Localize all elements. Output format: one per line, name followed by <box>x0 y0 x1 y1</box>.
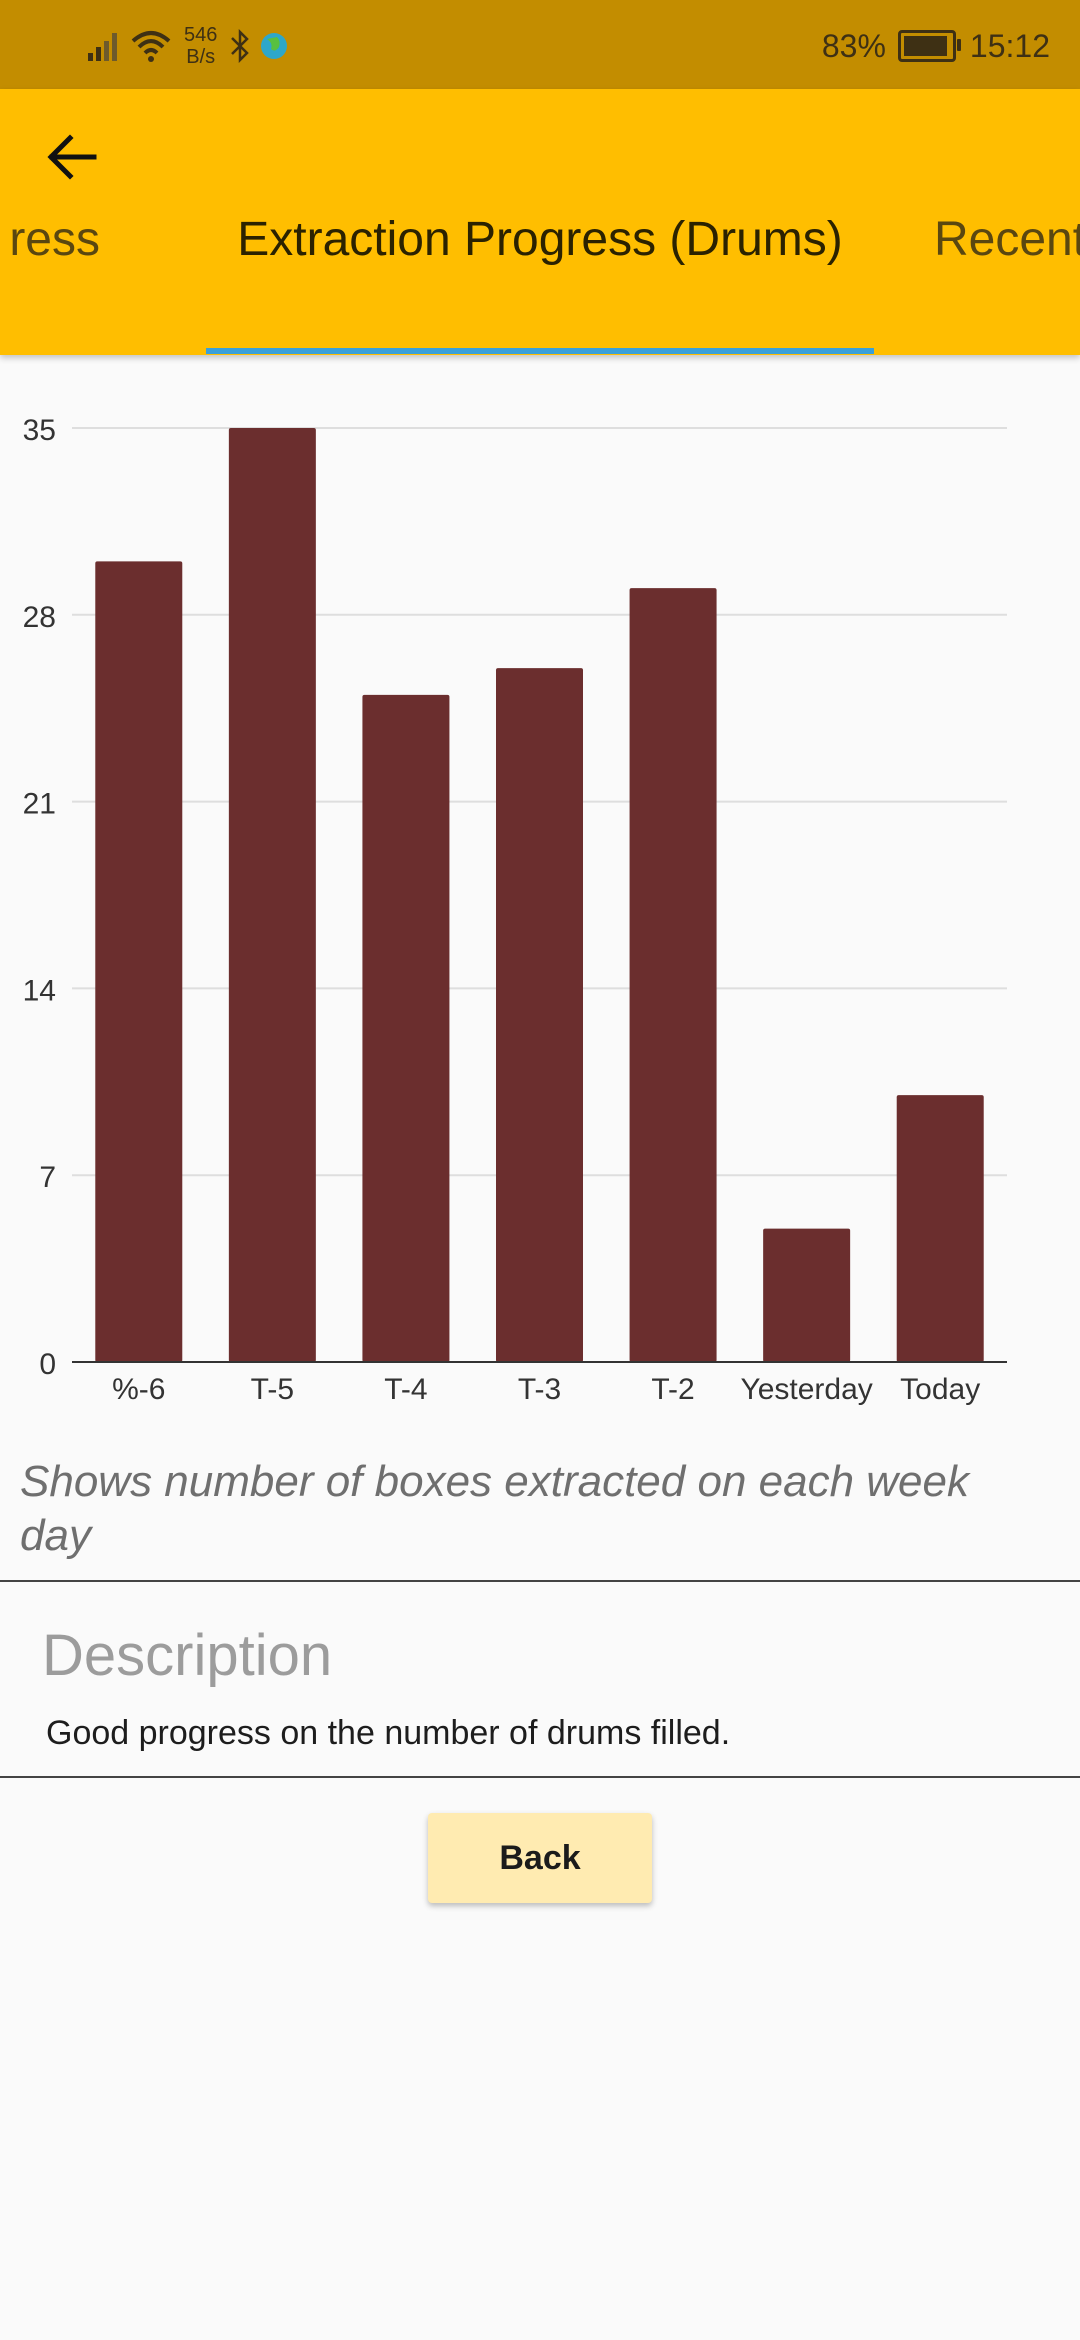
signal-icon <box>88 33 117 61</box>
bar <box>228 428 316 1362</box>
tab-active-label: Extraction Progress (Drums) <box>237 213 843 266</box>
x-tick-label: T-2 <box>651 1373 694 1406</box>
bar <box>496 668 583 1362</box>
speed-unit: B/s <box>186 46 216 68</box>
bar <box>763 1228 851 1362</box>
y-tick-label: 7 <box>39 1161 56 1194</box>
chart-caption: Shows number of boxes extracted on each … <box>20 1457 969 1560</box>
tab-previous[interactable]: ress <box>0 211 100 269</box>
battery-icon <box>897 30 961 62</box>
y-tick-label: 21 <box>23 788 56 821</box>
x-tick-label: Yesterday <box>740 1373 872 1406</box>
globe-icon <box>261 33 288 59</box>
tab-indicator <box>206 348 874 354</box>
x-tick-label: T-3 <box>518 1373 561 1406</box>
battery-percent: 83% <box>821 27 886 64</box>
clock: 15:12 <box>969 27 1050 64</box>
bar <box>95 561 183 1362</box>
y-tick-label: 14 <box>23 974 56 1007</box>
back-arrow-icon[interactable] <box>40 125 104 189</box>
divider-top <box>0 1580 1080 1582</box>
status-right: 83% 15:12 <box>822 18 1050 74</box>
tab-extraction-progress-drums[interactable]: Extraction Progress (Drums) <box>206 211 874 269</box>
x-tick-label: T-4 <box>384 1373 427 1406</box>
bar <box>896 1095 984 1362</box>
divider-bottom <box>0 1776 1080 1778</box>
back-button[interactable]: Back <box>428 1813 652 1903</box>
tab-previous-label: ress <box>9 213 100 266</box>
x-tick-label: %-6 <box>112 1373 165 1406</box>
x-tick-label: Today <box>900 1373 980 1406</box>
description-text: Good progress on the number of drums fil… <box>46 1714 731 1752</box>
bar-chart: 0 7 14 21 28 35 %-6 T-5 T-4 T-3 T-2 Yesterday Today <box>23 414 1007 1406</box>
tab-next-label: Recent C <box>934 213 1080 266</box>
description-title: Description <box>42 1623 333 1688</box>
bar <box>362 694 450 1362</box>
status-left: 546 B/s <box>88 18 289 74</box>
y-tick-label: 35 <box>23 414 56 447</box>
speed-value: 546 <box>184 24 218 46</box>
wifi-icon <box>131 31 171 62</box>
bar <box>629 588 717 1362</box>
network-speed: 546 B/s <box>184 24 217 68</box>
tab-next[interactable]: Recent C <box>934 211 1080 269</box>
x-tick-label: T-5 <box>251 1373 294 1406</box>
app-bar: ress Extraction Progress (Drums) Recent … <box>0 89 1080 355</box>
status-bar: 546 B/s 83% 15:12 <box>0 0 1080 89</box>
bluetooth-icon <box>231 29 250 63</box>
y-tick-label: 0 <box>39 1348 56 1381</box>
y-tick-label: 28 <box>23 601 56 634</box>
